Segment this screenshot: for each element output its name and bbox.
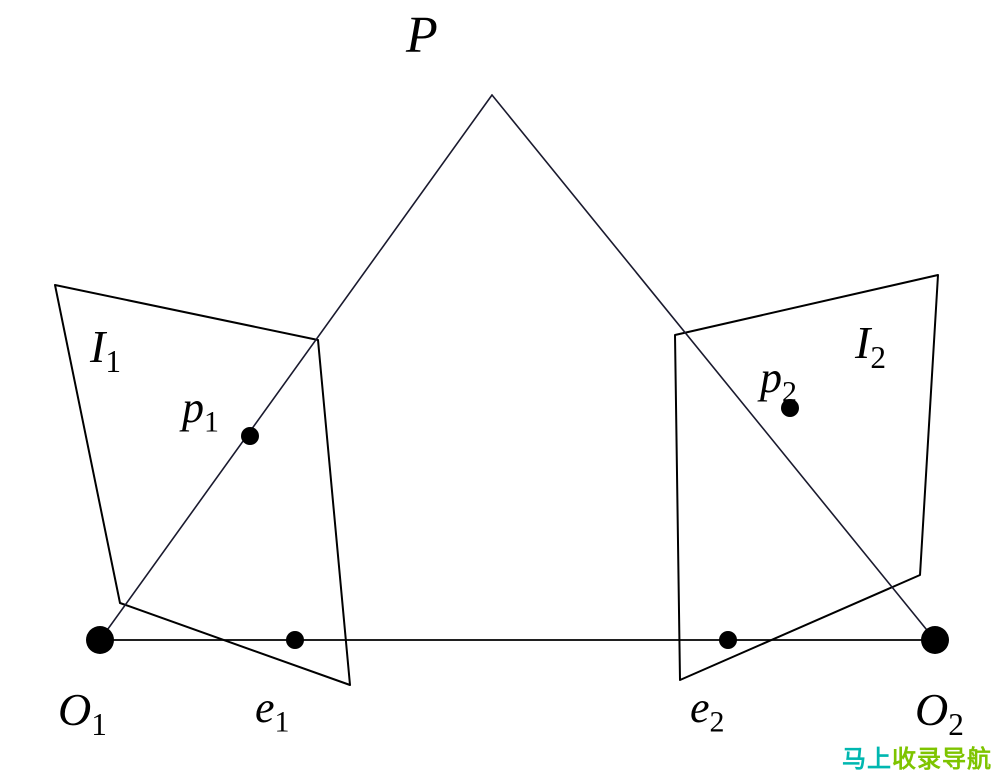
epipolar-diagram: P I1 I2 p1 p2 e1 e2 O1 O2	[0, 0, 1000, 780]
watermark: 马上收录导航	[842, 739, 992, 774]
label-I1: I1	[89, 321, 121, 379]
label-O1: O1	[58, 684, 107, 742]
label-p2: p2	[757, 353, 797, 409]
image-plane-I2	[675, 275, 938, 680]
point-O2	[921, 626, 949, 654]
watermark-part-b: 收录导航	[892, 746, 992, 773]
point-e1	[286, 631, 304, 649]
label-p1: p1	[179, 383, 219, 439]
point-e2	[719, 631, 737, 649]
label-e1: e1	[255, 683, 289, 739]
label-P: P	[405, 7, 438, 64]
label-I2: I2	[854, 317, 886, 375]
point-p1	[241, 427, 259, 445]
watermark-part-a: 马上	[842, 746, 892, 773]
label-O2: O2	[915, 684, 964, 742]
label-e2: e2	[690, 683, 724, 739]
ray-O1-P	[100, 95, 492, 640]
point-O1	[86, 626, 114, 654]
